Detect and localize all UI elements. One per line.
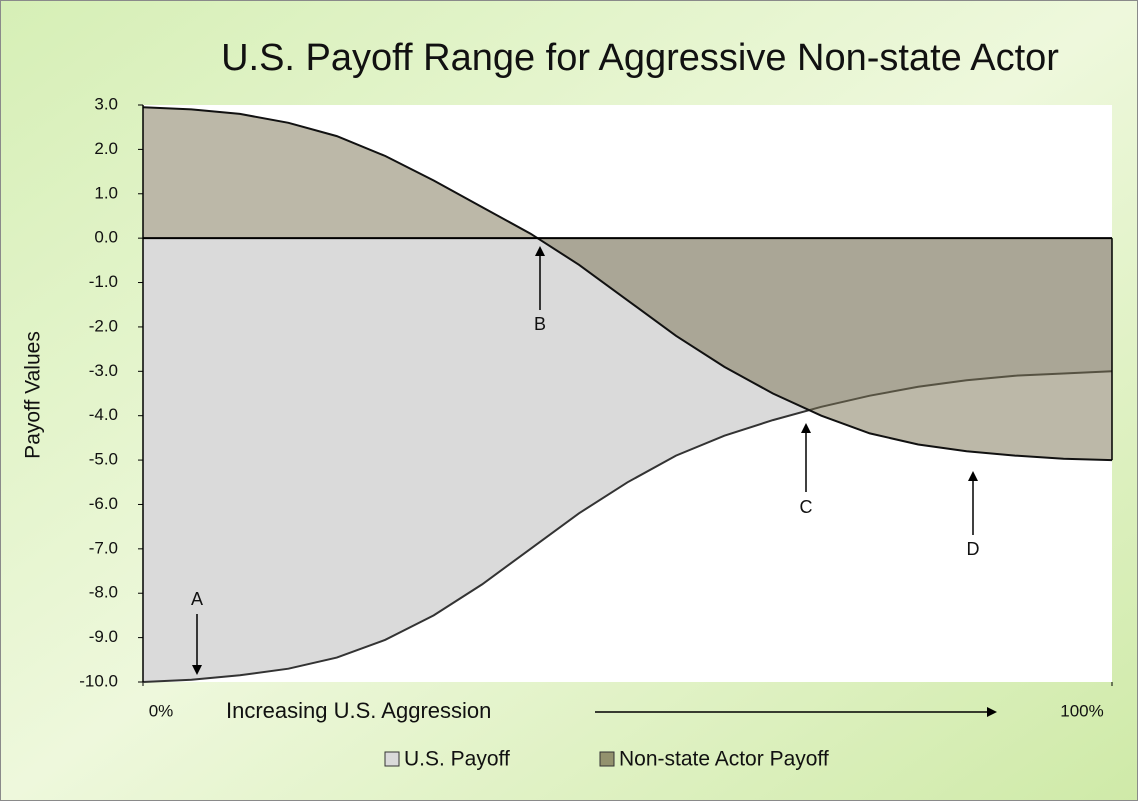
legend-label: U.S. Payoff <box>404 748 510 771</box>
y-tick-label: 1.0 <box>94 183 118 202</box>
annotation-label: D <box>967 539 980 559</box>
annotation-label: C <box>800 497 813 517</box>
legend-swatch <box>599 751 615 767</box>
y-tick-label: -1.0 <box>89 272 118 291</box>
chart-title: U.S. Payoff Range for Aggressive Non-sta… <box>221 37 1059 79</box>
y-tick-label: -5.0 <box>89 450 118 469</box>
y-tick-label: -10.0 <box>79 671 118 690</box>
y-tick-label: 2.0 <box>94 139 118 158</box>
y-axis-label: Payoff Values <box>22 331 45 459</box>
x-tick-label: 0% <box>149 701 174 720</box>
series-line <box>142 106 1113 462</box>
y-tick-label: -8.0 <box>89 583 118 602</box>
y-tick-label: 0.0 <box>94 228 118 247</box>
x-tick-label: 100% <box>1060 701 1103 720</box>
y-tick-label: -2.0 <box>89 316 118 335</box>
annotation-label: B <box>534 314 546 334</box>
legend-label: Non-state Actor Payoff <box>619 748 829 771</box>
legend-swatch <box>384 751 400 767</box>
y-tick-label: -6.0 <box>89 494 118 513</box>
y-tick-label: -3.0 <box>89 361 118 380</box>
y-tick-label: -7.0 <box>89 538 118 557</box>
y-tick-label: -4.0 <box>89 405 118 424</box>
area-fill <box>143 107 1112 461</box>
y-tick-label: -9.0 <box>89 627 118 646</box>
y-tick-label: 3.0 <box>94 94 118 113</box>
x-axis-label: Increasing U.S. Aggression <box>226 698 491 723</box>
annotation-label: A <box>191 589 203 609</box>
